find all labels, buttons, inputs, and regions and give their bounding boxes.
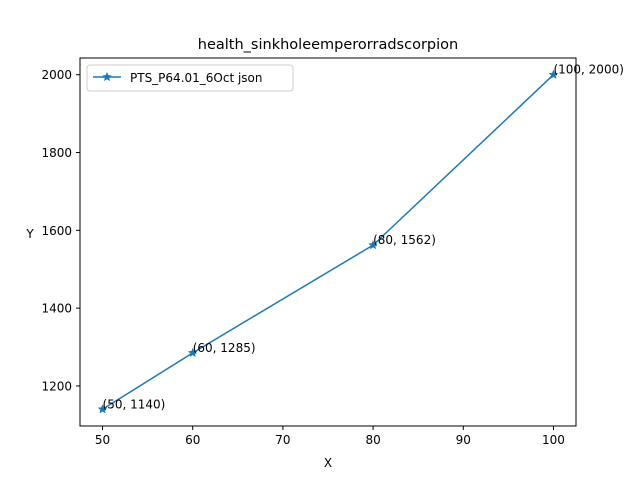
- y-tick-label: 1200: [41, 379, 72, 393]
- data-point-marker: [97, 404, 108, 414]
- x-axis-label: X: [324, 456, 332, 470]
- data-point-marker: [368, 239, 378, 250]
- legend: PTS_P64.01_6Oct json: [86, 64, 294, 92]
- x-tick-label: 100: [542, 433, 565, 447]
- x-tick-label: 60: [185, 433, 200, 447]
- legend-box: [86, 64, 294, 92]
- y-tick-label: 1800: [41, 146, 72, 160]
- data-point-label: (60, 1285): [193, 341, 256, 355]
- y-axis-label: Y: [25, 227, 34, 241]
- legend-star-marker: [102, 71, 112, 82]
- y-tick-label: 1600: [41, 224, 72, 238]
- y-tick-label: 2000: [41, 68, 72, 82]
- data-point-marker: [187, 347, 198, 358]
- y-axis-ticks: 1200 1400 1600 1800 2000: [41, 68, 80, 393]
- data-labels: (50, 1140) (60, 1285) (80, 1562) (100, 2000…: [103, 63, 624, 412]
- x-tick-label: 90: [456, 433, 471, 447]
- data-point-label: (80, 1562): [373, 233, 436, 247]
- data-point-label: (50, 1140): [103, 397, 166, 411]
- data-point-label: (100, 2000): [553, 63, 623, 77]
- data-point-marker: [548, 69, 559, 79]
- series-layer: [97, 69, 559, 414]
- x-tick-label: 80: [365, 433, 380, 447]
- x-tick-label: 70: [275, 433, 290, 447]
- legend-label: PTS_P64.01_6Oct json: [130, 71, 263, 85]
- x-tick-label: 50: [95, 433, 110, 447]
- plot-area-frame: [79, 57, 577, 427]
- chart-title: health_sinkholeemperorradscorpion: [198, 37, 458, 53]
- series-line: [102, 74, 554, 410]
- x-axis-ticks: 50 60 70 80 90 100: [95, 426, 565, 447]
- y-tick-label: 1400: [41, 302, 72, 316]
